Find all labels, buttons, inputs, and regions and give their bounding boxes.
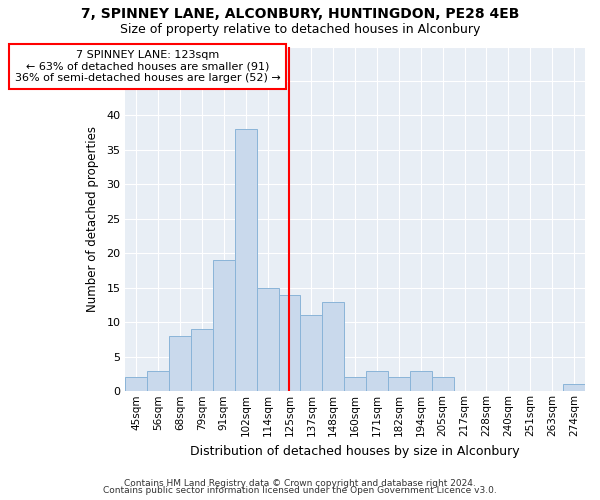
Bar: [278, 294, 301, 392]
Text: Contains HM Land Registry data © Crown copyright and database right 2024.: Contains HM Land Registry data © Crown c…: [124, 478, 476, 488]
Bar: [147, 370, 169, 392]
Bar: [322, 302, 344, 392]
Text: 7, SPINNEY LANE, ALCONBURY, HUNTINGDON, PE28 4EB: 7, SPINNEY LANE, ALCONBURY, HUNTINGDON, …: [81, 8, 519, 22]
Bar: [169, 336, 191, 392]
Bar: [257, 288, 278, 392]
Bar: [191, 329, 213, 392]
Text: Contains public sector information licensed under the Open Government Licence v3: Contains public sector information licen…: [103, 486, 497, 495]
Text: Size of property relative to detached houses in Alconbury: Size of property relative to detached ho…: [120, 22, 480, 36]
Y-axis label: Number of detached properties: Number of detached properties: [86, 126, 100, 312]
Bar: [388, 378, 410, 392]
Bar: [366, 370, 388, 392]
Bar: [235, 129, 257, 392]
Text: 7 SPINNEY LANE: 123sqm
← 63% of detached houses are smaller (91)
36% of semi-det: 7 SPINNEY LANE: 123sqm ← 63% of detached…: [15, 50, 280, 83]
Bar: [563, 384, 585, 392]
Bar: [213, 260, 235, 392]
X-axis label: Distribution of detached houses by size in Alconbury: Distribution of detached houses by size …: [190, 444, 520, 458]
Bar: [410, 370, 432, 392]
Bar: [301, 316, 322, 392]
Bar: [344, 378, 366, 392]
Bar: [125, 378, 147, 392]
Bar: [432, 378, 454, 392]
